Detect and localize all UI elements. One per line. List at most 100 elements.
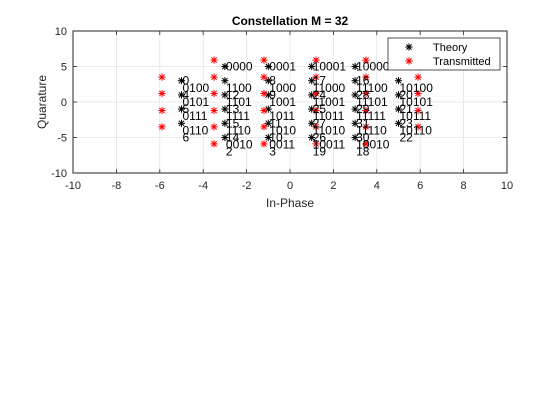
point-label: 10100 (400, 81, 434, 95)
transmitted-point (260, 89, 268, 98)
point-label: 29 (356, 102, 370, 116)
legend-marker (405, 43, 413, 51)
transmitted-point (312, 140, 320, 148)
theory-point (351, 105, 359, 113)
transmitted-point (260, 56, 268, 64)
transmitted-point (312, 123, 320, 131)
point-label: 10001 (313, 60, 347, 74)
point-label: 10101 (400, 95, 434, 109)
legend-box (387, 37, 501, 71)
x-tick-label: 2 (330, 180, 336, 192)
theory-point (351, 133, 359, 142)
point-label: 11111 (356, 109, 386, 123)
theory-point (221, 77, 229, 85)
y-axis-title: Quarature (35, 75, 49, 129)
x-tick-label: -2 (242, 180, 252, 192)
theory-point (308, 62, 316, 71)
theory-point (351, 91, 359, 99)
transmitted-point (158, 89, 166, 98)
theory-point (308, 133, 316, 142)
transmitted-point (158, 106, 166, 115)
point-label: 20 (400, 88, 414, 102)
transmitted-point (210, 140, 218, 148)
point-label: 16 (356, 74, 370, 88)
theory-point (177, 91, 186, 99)
point-label: 0111 (183, 109, 208, 123)
theory-point (308, 119, 316, 127)
transmitted-point (210, 106, 218, 115)
point-label: 28 (356, 88, 370, 102)
transmitted-point (158, 73, 166, 81)
point-label: 13 (226, 102, 240, 116)
x-tick-label: -8 (112, 180, 122, 192)
point-label: 11000 (313, 81, 346, 95)
point-label: 11 (269, 116, 282, 130)
point-label: 1101 (226, 95, 252, 109)
transmitted-point (260, 106, 268, 115)
y-tick-label: 0 (61, 97, 67, 109)
transmitted-point (414, 73, 422, 81)
chart-title: Constellation M = 32 (232, 14, 349, 28)
x-tick-label: -10 (65, 180, 81, 192)
x-tick-label: -6 (155, 180, 165, 192)
theory-point (221, 133, 229, 142)
theory-point (221, 91, 229, 99)
point-label: 27 (313, 116, 327, 130)
theory-point (221, 105, 229, 113)
transmitted-point (260, 123, 268, 131)
theory-point (264, 119, 272, 127)
point-label: 1010 (269, 123, 296, 137)
point-label: 10011 (313, 138, 346, 152)
x-tick-label: 0 (287, 180, 293, 192)
point-label: 15 (226, 116, 240, 130)
point-label: 23 (400, 116, 414, 130)
point-label: 0011 (269, 138, 295, 152)
point-label: 11010 (313, 123, 346, 137)
x-tick-label: 8 (461, 180, 467, 192)
theory-point (308, 77, 316, 85)
transmitted-point (362, 106, 370, 115)
theory-point (221, 62, 229, 71)
point-label: 0110 (183, 123, 209, 137)
theory-point (264, 133, 272, 142)
legend-label: Theory (433, 42, 468, 54)
transmitted-point (210, 123, 218, 131)
point-label: 24 (313, 88, 327, 102)
point-label: 1111 (226, 109, 250, 123)
point-label: 14 (226, 131, 240, 145)
point-label: 25 (313, 102, 327, 116)
point-label: 0 (183, 74, 190, 88)
point-label: 12 (226, 88, 240, 102)
point-label: 11001 (313, 95, 346, 109)
point-label: 11100 (356, 81, 388, 95)
theory-point (394, 105, 403, 113)
point-label: 1000 (269, 81, 296, 95)
transmitted-point (312, 56, 320, 64)
transmitted-point (362, 140, 370, 148)
point-label: 0010 (226, 138, 253, 152)
point-label: 1011 (269, 109, 295, 123)
theory-point (351, 119, 359, 127)
transmitted-point (414, 123, 422, 131)
transmitted-point (210, 56, 218, 64)
transmitted-point (414, 89, 422, 98)
theory-point (221, 119, 229, 127)
theory-point (264, 62, 272, 71)
x-tick-label: -4 (198, 180, 208, 192)
theory-point (177, 77, 186, 85)
legend-marker (405, 57, 413, 65)
theory-point (394, 119, 403, 127)
point-label: 21 (400, 102, 414, 116)
point-label: 10000 (356, 60, 390, 74)
point-label: 10111 (400, 109, 432, 123)
point-label: 11101 (356, 95, 388, 109)
theory-point (394, 77, 403, 85)
legend[interactable]: Theory Transmitted (387, 37, 501, 71)
point-label: 2 (226, 145, 233, 159)
transmitted-point (260, 73, 268, 81)
transmitted-point (362, 123, 370, 131)
point-label: 17 (313, 74, 327, 88)
point-label: 11110 (356, 123, 387, 137)
